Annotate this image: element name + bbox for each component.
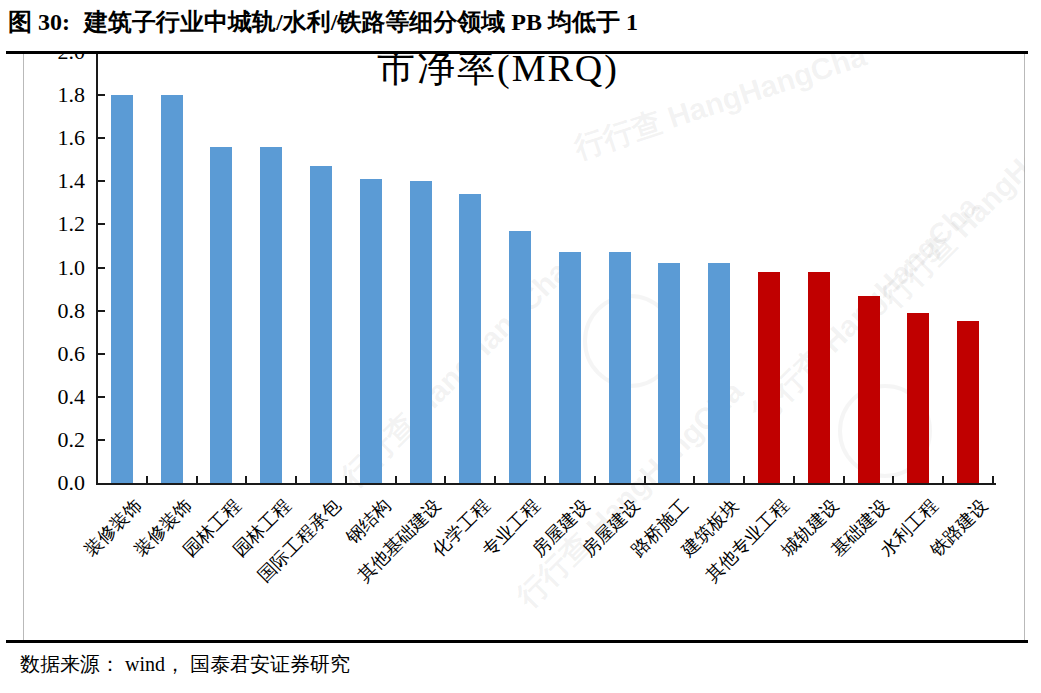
x-axis-tick: [892, 476, 894, 483]
x-axis-tick: [594, 476, 596, 483]
y-axis-tick: [98, 180, 105, 182]
figure-left-border: [23, 54, 24, 640]
bar: [111, 95, 133, 483]
y-tick-label: 0.2: [27, 429, 85, 451]
bar: [957, 321, 979, 483]
y-tick-label: 1.0: [27, 257, 85, 279]
y-axis-tick: [98, 267, 105, 269]
x-axis-tick: [992, 476, 994, 483]
x-axis-tick: [793, 476, 795, 483]
y-tick-label: 0.0: [27, 472, 85, 494]
y-axis-line: [96, 54, 98, 485]
x-axis-tick: [146, 476, 148, 483]
y-axis-tick: [98, 137, 105, 139]
y-axis-tick: [98, 94, 105, 96]
x-axis-tick: [644, 476, 646, 483]
y-tick-label: 0.8: [27, 300, 85, 322]
x-axis-tick: [395, 476, 397, 483]
bar: [509, 231, 531, 483]
bar: [808, 272, 830, 483]
bar: [907, 313, 929, 483]
source-divider-line: [6, 640, 1028, 643]
x-axis-tick: [693, 476, 695, 483]
y-tick-label: 1.2: [27, 213, 85, 235]
y-tick-label: 0.4: [27, 386, 85, 408]
x-axis-tick: [843, 476, 845, 483]
y-axis-tick: [98, 310, 105, 312]
bar: [708, 263, 730, 483]
x-axis-tick: [245, 476, 247, 483]
report-page: 图 30: 建筑子行业中城轨/水利/铁路等细分领域 PB 均低于 1 市净率(MR…: [0, 0, 1041, 693]
source-text: 数据来源： wind， 国泰君安证券研究: [20, 651, 350, 678]
y-axis-tick: [98, 396, 105, 398]
x-axis-tick: [295, 476, 297, 483]
bar: [858, 296, 880, 483]
bar: [310, 166, 332, 483]
bar: [758, 272, 780, 483]
watermark-text: 行行查 HangHangCha: [873, 72, 1025, 317]
y-axis-tick: [98, 353, 105, 355]
bar: [609, 252, 631, 483]
x-axis-tick: [942, 476, 944, 483]
figure-caption-label: 图 30:: [8, 9, 70, 35]
chart-figure: 市净率(MRQ) 行行查 HangHangCha行行查 HangHangCha行…: [23, 54, 1025, 640]
x-axis-tick: [345, 476, 347, 483]
bar: [360, 179, 382, 483]
y-axis-tick: [98, 223, 105, 225]
bar: [161, 95, 183, 483]
x-axis-tick: [743, 476, 745, 483]
y-tick-label: 2.0: [27, 54, 85, 63]
bar: [559, 252, 581, 483]
y-axis-tick: [98, 439, 105, 441]
x-axis-tick: [96, 476, 98, 483]
bar: [658, 263, 680, 483]
x-axis-tick: [196, 476, 198, 483]
x-axis-line: [96, 483, 996, 485]
figure-caption: 图 30: 建筑子行业中城轨/水利/铁路等细分领域 PB 均低于 1: [8, 6, 638, 38]
y-tick-label: 0.6: [27, 343, 85, 365]
bar: [459, 194, 481, 483]
x-axis-tick: [494, 476, 496, 483]
y-tick-label: 1.4: [27, 170, 85, 192]
y-tick-label: 1.6: [27, 127, 85, 149]
y-tick-label: 1.8: [27, 84, 85, 106]
bar: [260, 147, 282, 483]
x-axis-tick: [544, 476, 546, 483]
bar: [410, 181, 432, 483]
x-axis-tick: [444, 476, 446, 483]
bar: [210, 147, 232, 483]
figure-caption-text: 建筑子行业中城轨/水利/铁路等细分领域 PB 均低于 1: [84, 9, 638, 35]
